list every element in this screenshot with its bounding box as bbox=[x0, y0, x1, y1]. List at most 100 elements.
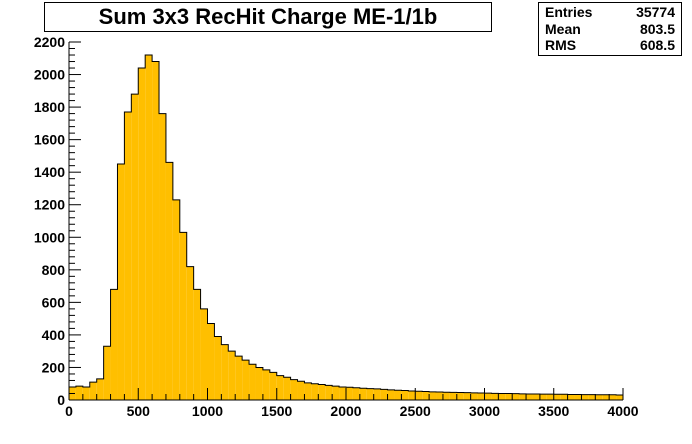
stats-value: 803.5 bbox=[639, 20, 675, 37]
histogram-bar bbox=[574, 394, 582, 400]
x-tick-label: 1500 bbox=[261, 403, 292, 419]
histogram-bar bbox=[505, 393, 513, 400]
histogram-bar bbox=[539, 394, 547, 400]
y-tick-label: 1600 bbox=[34, 132, 65, 148]
histogram-bar bbox=[145, 55, 153, 400]
stats-label: RMS bbox=[545, 37, 577, 53]
x-tick-label: 2500 bbox=[400, 403, 431, 419]
histogram-bar bbox=[456, 392, 464, 400]
histogram-bar bbox=[560, 394, 568, 400]
histogram-bar bbox=[193, 289, 201, 400]
histogram-bar bbox=[588, 394, 596, 400]
histogram-bar bbox=[242, 360, 250, 400]
histogram-bar bbox=[318, 384, 326, 400]
histogram-bar bbox=[110, 289, 118, 400]
x-tick-label: 1000 bbox=[192, 403, 223, 419]
histogram-bar bbox=[283, 377, 291, 400]
histogram-bar bbox=[131, 94, 139, 400]
histogram-bar bbox=[373, 388, 381, 400]
histogram-bar bbox=[276, 375, 284, 400]
histogram-bar bbox=[352, 387, 360, 400]
histogram-bar bbox=[359, 388, 367, 400]
histogram-bar bbox=[117, 164, 125, 400]
histogram-bar bbox=[297, 381, 305, 400]
histogram-bar bbox=[422, 391, 430, 400]
histogram-bar bbox=[477, 393, 485, 400]
stats-label: Mean bbox=[545, 20, 581, 37]
tick-labels: 0 500 1000 1500 2000 2500 3000 3500 4000 0 200 400 6… bbox=[34, 34, 639, 419]
histogram-bar bbox=[346, 387, 353, 400]
histogram-bar bbox=[470, 392, 478, 400]
histogram-bar bbox=[415, 391, 423, 400]
stats-value: 35774 bbox=[636, 4, 675, 20]
histogram-bar bbox=[553, 394, 561, 400]
histogram-bar bbox=[519, 393, 527, 400]
y-tick-label: 400 bbox=[42, 327, 66, 343]
histogram-bar bbox=[429, 391, 437, 400]
ticks bbox=[68, 41, 624, 401]
stats-row-rms: RMS 608.5 bbox=[545, 37, 675, 54]
stats-box: Entries 35774 Mean 803.5 RMS 608.5 bbox=[538, 2, 682, 56]
histogram-bar bbox=[200, 308, 208, 400]
histogram-bar bbox=[595, 394, 603, 400]
histogram-bar bbox=[304, 382, 312, 400]
histogram-bar bbox=[96, 378, 104, 400]
histogram-outline bbox=[68, 54, 624, 400]
x-tick-label: 4000 bbox=[607, 403, 638, 419]
y-tick-label: 1200 bbox=[34, 197, 65, 213]
histogram-bar bbox=[449, 392, 457, 400]
x-tick-label: 3000 bbox=[469, 403, 500, 419]
histogram-bar bbox=[436, 392, 443, 400]
histogram-bar bbox=[408, 391, 416, 400]
y-tick-label: 800 bbox=[42, 262, 66, 278]
histogram-bar bbox=[380, 389, 388, 400]
histogram-bar bbox=[339, 386, 346, 400]
histogram-bar bbox=[616, 394, 623, 400]
histogram-bar bbox=[290, 379, 298, 400]
stats-row-entries: Entries 35774 bbox=[545, 4, 675, 21]
histogram-bar bbox=[581, 394, 589, 400]
histogram-bar bbox=[512, 393, 520, 400]
y-tick-label: 200 bbox=[42, 359, 66, 375]
x-tick-label: 2000 bbox=[330, 403, 361, 419]
histogram-bar bbox=[255, 367, 263, 400]
x-tick-label: 500 bbox=[127, 403, 151, 419]
y-tick-label: 1400 bbox=[34, 164, 65, 180]
y-tick-label: 1000 bbox=[34, 229, 65, 245]
y-tick-label: 1800 bbox=[34, 99, 65, 115]
histogram-bar bbox=[228, 351, 236, 400]
histogram-bar bbox=[366, 388, 374, 400]
histogram-bar bbox=[75, 386, 83, 400]
histogram-bar bbox=[401, 390, 409, 400]
histogram-bar bbox=[269, 372, 277, 400]
histogram-bar bbox=[138, 68, 146, 400]
histogram-bar bbox=[463, 392, 471, 400]
stats-label: Entries bbox=[545, 4, 593, 20]
chart-title-text: Sum 3x3 RecHit Charge ME-1/1b bbox=[98, 4, 438, 29]
histogram-bar bbox=[221, 344, 229, 400]
histogram-bar bbox=[103, 346, 111, 400]
histogram-bar bbox=[332, 386, 340, 400]
histogram-bar bbox=[311, 383, 319, 400]
histogram-bar bbox=[165, 162, 173, 400]
y-tick-label: 600 bbox=[42, 294, 66, 310]
histogram-bar bbox=[214, 336, 222, 400]
histogram-bar bbox=[186, 266, 194, 400]
histogram-bars bbox=[68, 54, 624, 401]
histogram-bar bbox=[498, 393, 506, 400]
y-tick-label: 2000 bbox=[34, 67, 65, 83]
histogram-bar bbox=[484, 393, 492, 400]
histogram-bar bbox=[609, 394, 617, 400]
histogram-bar bbox=[207, 323, 215, 400]
x-tick-label: 3500 bbox=[538, 403, 569, 419]
y-tick-label: 0 bbox=[57, 392, 65, 408]
x-tick-label: 0 bbox=[65, 403, 73, 419]
chart-title: Sum 3x3 RecHit Charge ME-1/1b bbox=[44, 2, 492, 32]
histogram-bar bbox=[442, 392, 450, 400]
histogram-bar bbox=[526, 393, 533, 400]
histogram-bar bbox=[82, 386, 90, 400]
histogram-bar bbox=[152, 61, 160, 400]
histogram-bar bbox=[262, 369, 270, 400]
histogram-bar bbox=[249, 364, 256, 400]
